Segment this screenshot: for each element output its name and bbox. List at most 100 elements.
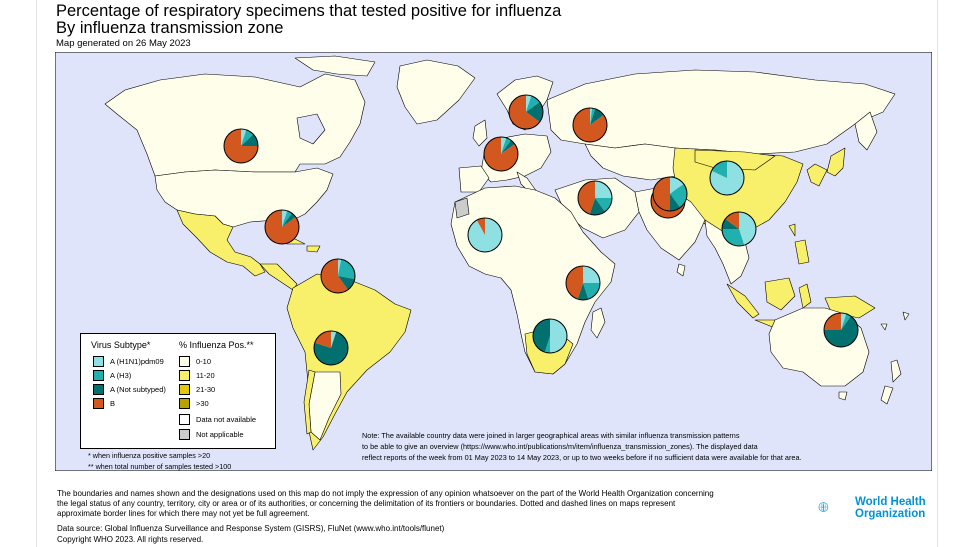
madagascar — [590, 307, 606, 339]
hudson-bay — [296, 113, 326, 145]
not-available-swatch — [179, 413, 190, 425]
pie-slice-b — [265, 210, 299, 244]
pie-slice-h1n1 — [841, 313, 847, 330]
pie-slice-h1n1 — [550, 319, 567, 353]
legend-label: A (H3) — [110, 370, 132, 380]
philippines — [794, 239, 810, 265]
uk — [472, 119, 488, 147]
pie-slice-b — [314, 331, 331, 348]
chile-strip — [303, 369, 316, 435]
generated-date: Map generated on 26 May 2023 — [56, 38, 191, 49]
legend-item-gt30: >30 — [179, 397, 209, 409]
legend-label: 11-20 — [196, 370, 215, 380]
who-emblem — [818, 502, 829, 512]
pie-eastern-africa — [565, 265, 601, 301]
greenland — [396, 59, 476, 125]
pie-slice-b — [476, 218, 485, 235]
legend-positivity-title: % Influenza Pos.** — [179, 340, 254, 350]
data-source: Data source: Global Influenza Surveillan… — [57, 524, 445, 533]
not-applicable-swatch — [179, 428, 190, 440]
copyright: Copyright WHO 2023. All rights reserved. — [57, 535, 204, 544]
pie-outline — [264, 209, 300, 245]
note-line-1: Note: The available country data were jo… — [362, 431, 740, 440]
pie-slice-a_ns — [314, 331, 348, 365]
pie-slice-a_ns — [338, 276, 355, 290]
footnote-positivity: ** when total number of samples tested >… — [88, 462, 232, 471]
pie-tropical-south-america — [320, 258, 356, 294]
pie-outline — [320, 258, 356, 294]
pie-outline — [532, 318, 568, 354]
pie-slice-h1n1 — [338, 259, 342, 276]
footnote-subtype: * when influenza positive samples >20 — [88, 451, 211, 460]
pie-slice-b — [824, 313, 841, 330]
pie-slice-h1n1 — [595, 181, 612, 198]
new-zealand — [880, 359, 902, 405]
pos-21-30-swatch — [179, 383, 190, 395]
map-subtitle: By influenza transmission zone — [56, 19, 284, 37]
pie-slice-b — [573, 108, 607, 142]
pie-slice-h3 — [241, 129, 254, 146]
pie-slice-b — [509, 95, 540, 129]
hispaniola — [306, 245, 321, 253]
pie-slice-a_ns — [241, 134, 258, 146]
pie-slice-h1n1 — [526, 95, 532, 112]
map-legend: Virus Subtype* % Influenza Pos.** A (H1N… — [80, 333, 276, 449]
who-logo-line-1: World Health — [855, 496, 926, 508]
disclaimer: The boundaries and names shown and the d… — [57, 489, 714, 518]
pie-slice-a_ns — [722, 219, 739, 229]
pie-slice-h1n1 — [670, 177, 684, 194]
pie-slice-a_ns — [577, 283, 589, 300]
pie-temperate-south-america — [313, 330, 349, 366]
pos-11-20-swatch — [179, 369, 190, 381]
map-title: Percentage of respiratory specimens that… — [56, 2, 562, 20]
pie-eastern-europe — [572, 107, 608, 143]
h1n1-swatch — [93, 355, 104, 367]
pie-outline — [709, 160, 745, 196]
who-logo-line-2: Organization — [855, 508, 926, 520]
canada — [104, 73, 366, 177]
pie-outline — [313, 330, 349, 366]
pie-outline — [223, 128, 259, 164]
a-not-subtyped-swatch — [93, 383, 104, 395]
pie-slice-a_ns — [670, 194, 680, 211]
pie-slice-h3 — [670, 184, 687, 208]
pie-central-america-and-caribbean — [264, 209, 300, 245]
b-swatch — [93, 397, 104, 409]
pie-slice-b — [224, 129, 258, 163]
pie-slice-h1n1 — [501, 137, 507, 154]
pie-outline — [467, 217, 503, 253]
pie-south-west-europe — [483, 136, 519, 172]
pie-outline — [565, 265, 601, 301]
pie-slice-a_ns — [501, 140, 515, 154]
pie-slice-h1n1 — [739, 212, 756, 246]
note-line-2: to be able to give an overview (https://… — [362, 442, 758, 451]
legend-item-a-not-subtyped: A (Not subtyped) — [93, 383, 166, 395]
pie-slice-h3 — [338, 259, 355, 280]
pie-slice-b — [484, 137, 518, 171]
pie-outline — [577, 180, 613, 216]
legend-item-not-available: Data not available — [179, 413, 256, 425]
mongolia — [694, 149, 776, 171]
pie-outline — [483, 136, 519, 172]
pos-0-10-swatch — [179, 355, 190, 367]
legend-item-21-30: 21-30 — [179, 383, 215, 395]
pie-south-east-asia — [721, 211, 757, 247]
pie-slice-b — [321, 259, 348, 293]
borneo — [764, 277, 796, 311]
pie-slice-a_ns — [589, 198, 605, 215]
pie-outline — [652, 176, 688, 212]
h3-swatch — [93, 369, 104, 381]
pie-north-america — [223, 128, 259, 164]
legend-label: A (Not subtyped) — [110, 384, 166, 394]
pie-southern-africa — [532, 318, 568, 354]
legend-item-h3: A (H3) — [93, 369, 131, 381]
pie-oceania — [823, 312, 859, 348]
pie-slice-h3 — [501, 137, 511, 154]
iberia — [458, 165, 490, 193]
legend-label: Not applicable — [196, 429, 244, 439]
pie-slice-h3 — [282, 210, 292, 227]
korea-japan — [806, 147, 846, 187]
pie-slice-b — [653, 177, 670, 211]
legend-label: B — [110, 398, 116, 408]
legend-label: 21-30 — [196, 384, 216, 394]
